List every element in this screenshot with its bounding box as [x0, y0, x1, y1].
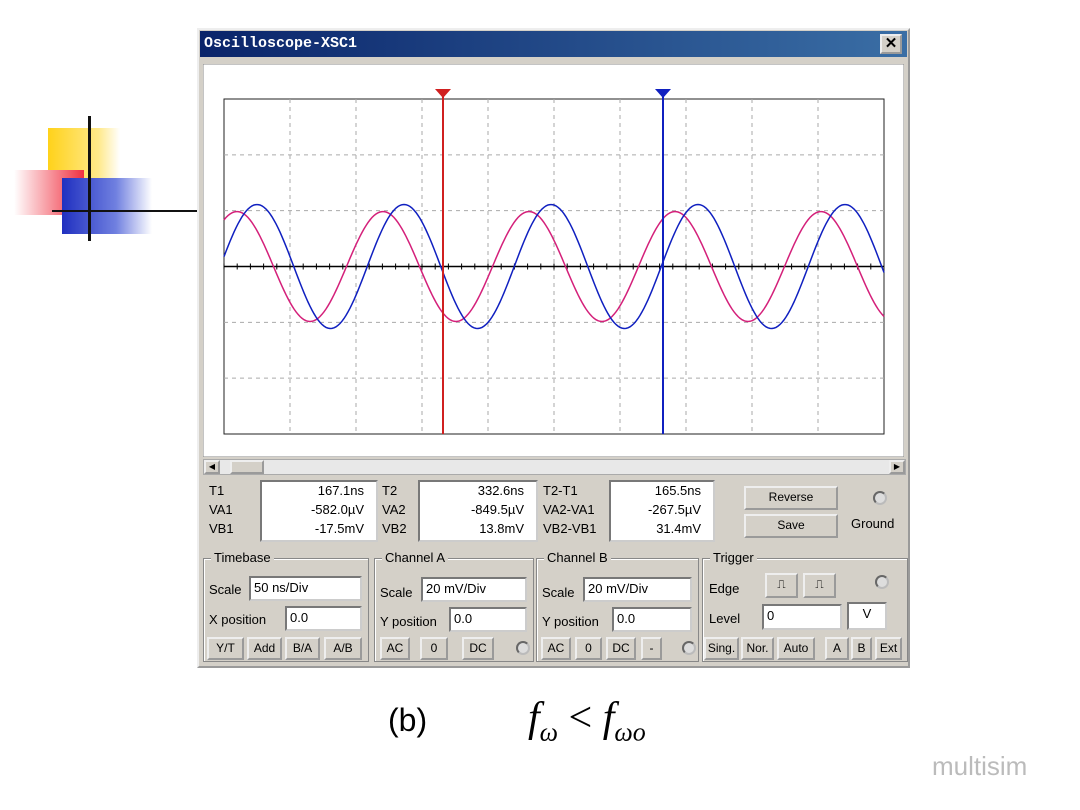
- deco: [62, 178, 152, 234]
- mode-button[interactable]: 0: [575, 637, 602, 660]
- readout-label: VB2-VB1: [543, 521, 597, 536]
- position-input[interactable]: 0.0: [612, 607, 692, 632]
- group-title: Timebase: [211, 550, 274, 565]
- readout-label: VA2-VA1: [543, 502, 595, 517]
- deco: [52, 210, 198, 212]
- scale-label: Scale: [209, 582, 242, 597]
- mode-button[interactable]: DC: [462, 637, 494, 660]
- ground-label: Ground: [851, 516, 895, 531]
- save-button[interactable]: Save: [744, 514, 838, 538]
- mode-button[interactable]: Nor.: [741, 637, 774, 660]
- f: f: [602, 695, 615, 741]
- readout-value: -582.0µV: [310, 502, 364, 517]
- level-label: Level: [709, 611, 741, 626]
- readout-label: VA1: [209, 502, 233, 517]
- group-frame: [536, 558, 699, 662]
- sub: ωo: [614, 717, 646, 747]
- title-bar: Oscilloscope-XSC1 ✕: [200, 31, 907, 57]
- group-frame: [702, 558, 908, 662]
- edge-rise[interactable]: ⎍: [765, 573, 798, 598]
- mode-button[interactable]: B/A: [285, 637, 320, 660]
- scale-label: Scale: [380, 585, 413, 600]
- close-button[interactable]: ✕: [880, 34, 902, 54]
- radio[interactable]: [682, 641, 696, 655]
- level-input[interactable]: 0: [762, 604, 842, 630]
- cursor-handle: [435, 89, 451, 98]
- readout-label: VB1: [209, 521, 234, 536]
- caption-label: (b): [388, 702, 428, 738]
- mode-button[interactable]: A: [825, 637, 849, 660]
- readout-value: 165.5ns: [654, 483, 701, 498]
- edge-fall[interactable]: ⎍: [803, 573, 836, 598]
- scale-label: Scale: [542, 585, 575, 600]
- group-title: Channel A: [382, 550, 448, 565]
- readout-value: 167.1ns: [317, 483, 364, 498]
- mode-button[interactable]: Ext: [875, 637, 902, 660]
- waveform: [223, 210, 885, 323]
- deco: [88, 116, 91, 241]
- position-input[interactable]: 0.0: [285, 606, 362, 631]
- readout-value: -267.5µV: [647, 502, 701, 517]
- readout-value-box: [260, 480, 378, 542]
- readout-label: VB2: [382, 521, 407, 536]
- mode-button[interactable]: Add: [247, 637, 282, 660]
- window: Oscilloscope-XSC1 ✕ ◀ ▶ Reverse Save Gro…: [197, 28, 910, 668]
- scale-input[interactable]: 20 mV/Div: [583, 577, 692, 602]
- op: <: [568, 695, 593, 741]
- readout-value: -17.5mV: [314, 521, 364, 536]
- mode-button[interactable]: AC: [541, 637, 571, 660]
- mode-button[interactable]: AC: [380, 637, 410, 660]
- scrollbar[interactable]: ◀ ▶: [203, 459, 906, 475]
- mode-button[interactable]: DC: [606, 637, 636, 660]
- waveform: [223, 203, 885, 330]
- scale-input[interactable]: 50 ns/Div: [249, 576, 362, 601]
- radio[interactable]: [516, 641, 530, 655]
- unit-box: V: [847, 602, 887, 630]
- readout-value-box: [609, 480, 715, 542]
- mode-button[interactable]: B: [851, 637, 872, 660]
- f: f: [528, 695, 540, 741]
- mode-button[interactable]: Auto: [777, 637, 815, 660]
- readout-label: T2-T1: [543, 483, 578, 498]
- scale-input[interactable]: 20 mV/Div: [421, 577, 527, 602]
- position-label: Y position: [542, 614, 599, 629]
- readout-label: T2: [382, 483, 398, 498]
- radio[interactable]: [875, 575, 889, 589]
- edge-label: Edge: [709, 581, 740, 596]
- group-frame: [203, 558, 369, 662]
- window-title: Oscilloscope-XSC1: [204, 35, 358, 52]
- radio[interactable]: [873, 491, 887, 505]
- readout-value-box: [418, 480, 538, 542]
- readout-value: 332.6ns: [477, 483, 524, 498]
- group-title: Trigger: [710, 550, 757, 565]
- formula: fω < fωo: [528, 694, 646, 747]
- readout-label: VA2: [382, 502, 406, 517]
- mode-button[interactable]: Sing.: [704, 637, 739, 660]
- reverse-button[interactable]: Reverse: [744, 486, 838, 510]
- position-label: X position: [209, 612, 267, 627]
- position-input[interactable]: 0.0: [449, 607, 527, 632]
- watermark: multisim: [932, 751, 1028, 781]
- cursor-handle: [655, 89, 671, 98]
- readout-label: T1: [209, 483, 225, 498]
- screen: [203, 64, 904, 457]
- readout-value: 13.8mV: [479, 521, 524, 536]
- group-frame: [374, 558, 534, 662]
- sub: ω: [539, 717, 559, 747]
- position-label: Y position: [380, 614, 437, 629]
- readout-value: -849.5µV: [470, 502, 524, 517]
- mode-button[interactable]: 0: [420, 637, 448, 660]
- mode-button[interactable]: -: [641, 637, 662, 660]
- mode-button[interactable]: A/B: [324, 637, 362, 660]
- readout-value: 31.4mV: [656, 521, 701, 536]
- mode-button[interactable]: Y/T: [207, 637, 244, 660]
- group-title: Channel B: [544, 550, 611, 565]
